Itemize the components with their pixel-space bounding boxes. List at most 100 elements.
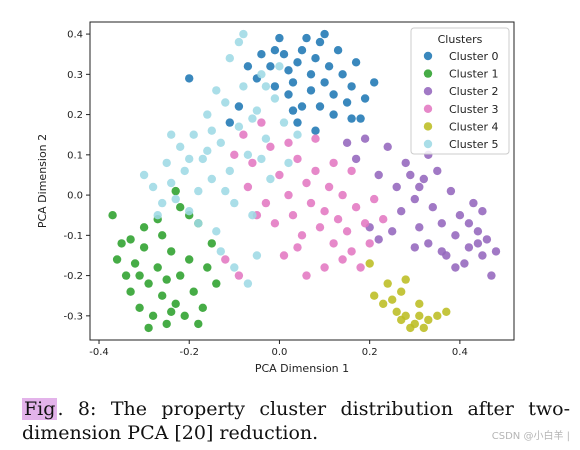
cluster-1-point <box>158 231 167 240</box>
x-tick-label: 0.2 <box>362 347 378 358</box>
y-axis-label: PCA Dimension 2 <box>36 134 49 228</box>
cluster-5-point <box>293 130 302 139</box>
legend-marker <box>423 69 433 78</box>
legend-entry: Cluster 4 <box>449 120 499 133</box>
cluster-4-point <box>442 307 451 316</box>
cluster-2-point <box>374 170 383 180</box>
cluster-5-point <box>162 158 171 168</box>
cluster-5-point <box>243 279 253 288</box>
x-tick-label: -0.4 <box>89 347 109 358</box>
cluster-5-point <box>189 130 198 139</box>
cluster-0-point <box>333 46 343 55</box>
cluster-3-point <box>351 203 361 212</box>
cluster-1-point <box>207 239 216 248</box>
cluster-2-point <box>351 154 361 164</box>
legend-box <box>410 27 510 155</box>
cluster-3-point <box>302 271 311 280</box>
cluster-0-point <box>234 102 244 111</box>
cluster-0-point <box>225 118 234 127</box>
cluster-2-point <box>374 235 383 244</box>
cluster-5-point <box>243 150 253 159</box>
cluster-0-point <box>351 58 361 67</box>
cluster-3-point <box>275 170 284 180</box>
cluster-1-point <box>194 319 203 329</box>
cluster-0-point <box>275 33 284 43</box>
cluster-3-point <box>311 134 320 143</box>
cluster-2-point <box>451 231 460 240</box>
legend-marker <box>423 87 433 96</box>
cluster-1-point <box>176 271 185 280</box>
cluster-5-point <box>176 142 185 151</box>
cluster-2-point <box>406 170 415 180</box>
cluster-1-point <box>126 235 135 244</box>
cluster-2-point <box>437 219 446 228</box>
cluster-1-point <box>135 271 144 280</box>
legend-marker <box>423 104 433 114</box>
cluster-5-point <box>266 174 275 184</box>
cluster-5-point <box>275 62 284 71</box>
cluster-0-point <box>243 62 253 71</box>
figure-label: Fig <box>22 398 58 420</box>
cluster-5-point <box>221 98 230 107</box>
cluster-0-point <box>185 74 194 83</box>
cluster-3-point <box>356 263 365 272</box>
y-tick-label: 0.2 <box>67 110 83 121</box>
legend-entry: Cluster 5 <box>449 138 499 151</box>
cluster-4-point <box>365 259 374 268</box>
cluster-3-point <box>261 198 271 208</box>
cluster-5-point <box>203 146 212 155</box>
cluster-0-point <box>293 118 302 127</box>
cluster-5-point <box>257 154 266 164</box>
cluster-2-point <box>464 219 474 228</box>
cluster-4-point <box>424 315 433 325</box>
cluster-5-point <box>180 166 189 176</box>
cluster-3-point <box>311 166 320 176</box>
cluster-5-point <box>230 263 239 272</box>
cluster-1-point <box>198 303 207 312</box>
cluster-1-point <box>139 243 149 252</box>
figure-caption: Fig. 8: The property cluster distributio… <box>22 397 570 445</box>
cluster-3-point <box>266 142 275 151</box>
cluster-5-point <box>207 174 216 184</box>
cluster-2-point <box>392 182 401 192</box>
cluster-0-point <box>320 78 329 87</box>
cluster-4-point <box>383 279 392 288</box>
cluster-5-point <box>234 122 244 131</box>
cluster-3-point <box>329 239 338 248</box>
cluster-4-point <box>370 291 379 300</box>
cluster-1-point <box>126 287 135 296</box>
cluster-2-point <box>446 186 456 196</box>
cluster-0-point <box>284 90 293 99</box>
cluster-2-point <box>478 207 487 216</box>
legend-marker <box>423 139 433 149</box>
cluster-0-point <box>257 50 266 59</box>
cluster-0-point <box>324 62 334 71</box>
y-tick-label: -0.2 <box>63 271 83 282</box>
cluster-5-point <box>167 130 176 139</box>
cluster-5-point <box>171 194 180 204</box>
cluster-5-point <box>252 106 262 115</box>
cluster-4-point <box>388 295 397 304</box>
cluster-3-point <box>293 243 302 252</box>
cluster-3-point <box>288 211 298 220</box>
legend-entry: Cluster 1 <box>449 68 499 81</box>
cluster-0-point <box>360 94 370 103</box>
cluster-5-point <box>153 211 162 220</box>
cluster-5-point <box>216 138 225 147</box>
cluster-2-point <box>491 247 501 256</box>
cluster-3-point <box>329 158 338 168</box>
cluster-0-point <box>338 70 347 79</box>
cluster-5-point <box>221 186 230 196</box>
cluster-2-point <box>388 227 397 236</box>
cluster-3-point <box>279 251 289 260</box>
cluster-2-point <box>342 138 352 147</box>
cluster-1-point <box>112 255 122 264</box>
cluster-0-point <box>306 70 316 79</box>
cluster-2-point <box>437 247 446 256</box>
cluster-5-point <box>225 166 234 176</box>
cluster-4-point <box>401 275 410 284</box>
cluster-0-point <box>284 66 293 75</box>
cluster-5-point <box>207 126 216 135</box>
cluster-4-point <box>401 311 410 320</box>
cluster-0-point <box>315 102 325 111</box>
